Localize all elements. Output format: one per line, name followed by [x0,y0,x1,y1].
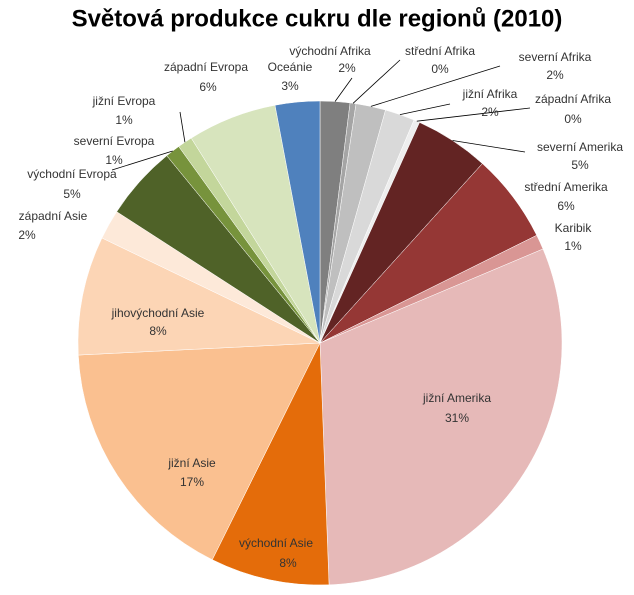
slice-value-label: 31% [445,411,469,425]
pie-slice [319,248,563,586]
slice-label: východní Asie [239,536,313,550]
pie-slice [211,342,330,586]
leader-line [334,77,353,102]
slice-label: jihovýchodní Asie [111,306,205,320]
slice-value-label: 1% [105,153,123,167]
slice-value-label: 0% [431,62,449,76]
slice-value-label: 6% [557,199,575,213]
slice-value-label: 2% [546,68,564,82]
slice-label: Karibik [555,221,593,235]
slice-label: západní Asie [19,209,88,223]
slice-value-label: 6% [199,80,217,94]
slice-label: severní Amerika [537,140,623,154]
slice-value-label: 3% [281,79,299,93]
slice-value-label: 0% [564,112,582,126]
slice-label: střední Amerika [524,180,608,194]
slice-label: jižní Evropa [92,94,156,108]
slice-value-label: 1% [115,113,133,127]
leader-line [399,103,451,115]
slice-label: východní Afrika [289,44,371,58]
slice-label: Oceánie [268,60,313,74]
slice-value-label: 17% [180,475,204,489]
slice-label: jižní Asie [167,456,216,470]
slice-value-label: 5% [571,158,589,172]
slice-label: východní Evropa [27,167,117,181]
leader-line [111,150,173,171]
slice-label: západní Afrika [535,92,611,106]
slice-value-label: 2% [481,105,499,119]
slice-value-label: 2% [18,228,36,242]
leader-line [179,111,186,143]
leader-line [416,107,531,122]
leader-line [370,65,501,107]
pie-slice [77,237,321,356]
slice-label: severní Evropa [74,134,155,148]
slice-label: jižní Amerika [422,391,491,405]
slice-label: jižní Afrika [462,87,518,101]
slice-value-label: 8% [279,556,297,570]
slice-value-label: 5% [63,187,81,201]
leader-line [352,59,401,104]
pie-slice [274,100,321,344]
slice-value-label: 2% [338,61,356,75]
leader-line [452,140,526,153]
slice-label: západní Evropa [164,60,248,74]
slice-value-label: 8% [149,324,167,338]
pie-slice [78,342,321,561]
slice-label: střední Afrika [405,44,475,58]
slice-label: severní Afrika [519,50,592,64]
slice-value-label: 1% [564,239,582,253]
chart-title: Světová produkce cukru dle regionů (2010… [72,5,563,32]
